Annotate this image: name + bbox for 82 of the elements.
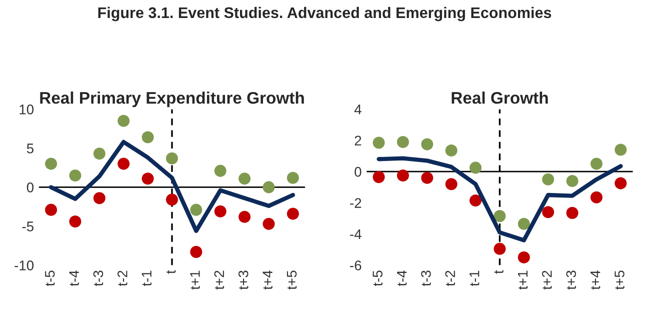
point: [118, 114, 130, 127]
point: [69, 216, 82, 228]
y-tick-label: -5: [22, 222, 34, 232]
point: [118, 158, 130, 170]
x-tick-label: t-1: [142, 270, 152, 286]
point: [590, 191, 603, 204]
point: [372, 171, 385, 184]
x-tick-label: t-2: [118, 270, 128, 286]
point: [566, 174, 578, 187]
point: [214, 164, 226, 177]
x-tick-label: t+3: [566, 270, 576, 290]
point: [470, 194, 482, 206]
point: [262, 218, 275, 230]
x-tick-label: t+5: [286, 270, 297, 290]
point: [286, 172, 299, 184]
x-tick-label: t-1: [470, 270, 480, 286]
point: [93, 192, 106, 204]
x-tick-label: t: [494, 270, 504, 274]
x-tick-label: t+1: [518, 270, 528, 290]
point: [262, 181, 275, 194]
y-tick-label: 2: [354, 136, 362, 146]
point: [142, 131, 154, 144]
point: [494, 242, 506, 255]
point: [45, 158, 58, 170]
x-tick-label: t+3: [238, 270, 248, 290]
line-series: [376, 156, 623, 242]
point: [614, 144, 627, 156]
point: [421, 172, 434, 184]
x-tick-label: t-5: [45, 270, 55, 286]
point: [396, 136, 409, 148]
x-tick-label: t-3: [421, 270, 431, 286]
line-series: [48, 140, 296, 233]
x-tick-label: t+5: [614, 270, 624, 290]
y-tick-label: -10: [14, 260, 34, 270]
point: [190, 204, 202, 216]
point: [190, 246, 202, 258]
point: [445, 144, 458, 157]
point: [518, 251, 530, 264]
point: [614, 177, 627, 190]
point: [421, 138, 434, 150]
point: [214, 205, 226, 218]
point: [518, 218, 530, 230]
x-tick-label: t+2: [542, 270, 552, 290]
y-tick-label: -2: [350, 198, 362, 208]
y-tick-label: -6: [350, 260, 362, 270]
chart-title: Real Primary Expenditure Growth: [40, 92, 304, 108]
point: [45, 204, 58, 216]
point: [542, 206, 554, 218]
point: [566, 206, 578, 219]
point: [166, 152, 178, 164]
x-tick-label: t+4: [590, 270, 600, 290]
point: [142, 172, 154, 185]
point: [238, 210, 251, 223]
x-tick-label: t-4: [397, 270, 407, 286]
point: [470, 162, 482, 174]
point: [286, 208, 299, 220]
x-tick-label: t+2: [214, 270, 224, 290]
point: [445, 178, 458, 190]
x-tick-label: t-4: [69, 270, 79, 286]
y-tick-label: 4: [354, 104, 362, 114]
point: [166, 194, 178, 206]
y-tick-label: 0: [26, 182, 34, 192]
point: [396, 169, 409, 182]
x-tick-label: t-3: [93, 270, 104, 286]
point: [93, 148, 106, 160]
point: [69, 169, 82, 182]
point: [372, 136, 385, 149]
point: [590, 158, 603, 170]
caption: Figure 3.1. Event Studies. Advanced and Emerging Economies: [98, 6, 552, 22]
x-tick-label: t: [166, 270, 176, 274]
x-tick-label: t+1: [190, 270, 200, 290]
point: [542, 173, 554, 186]
x-tick-label: t-5: [372, 270, 383, 286]
y-tick-label: 10: [20, 104, 34, 114]
y-tick-label: 0: [354, 166, 362, 177]
point: [494, 210, 506, 222]
chart-title: Real Growth: [452, 92, 548, 104]
point: [238, 172, 251, 185]
y-tick-label: -4: [350, 229, 362, 240]
x-tick-label: t+4: [262, 270, 272, 290]
x-tick-label: t-2: [445, 270, 456, 286]
y-tick-label: 5: [26, 144, 34, 154]
